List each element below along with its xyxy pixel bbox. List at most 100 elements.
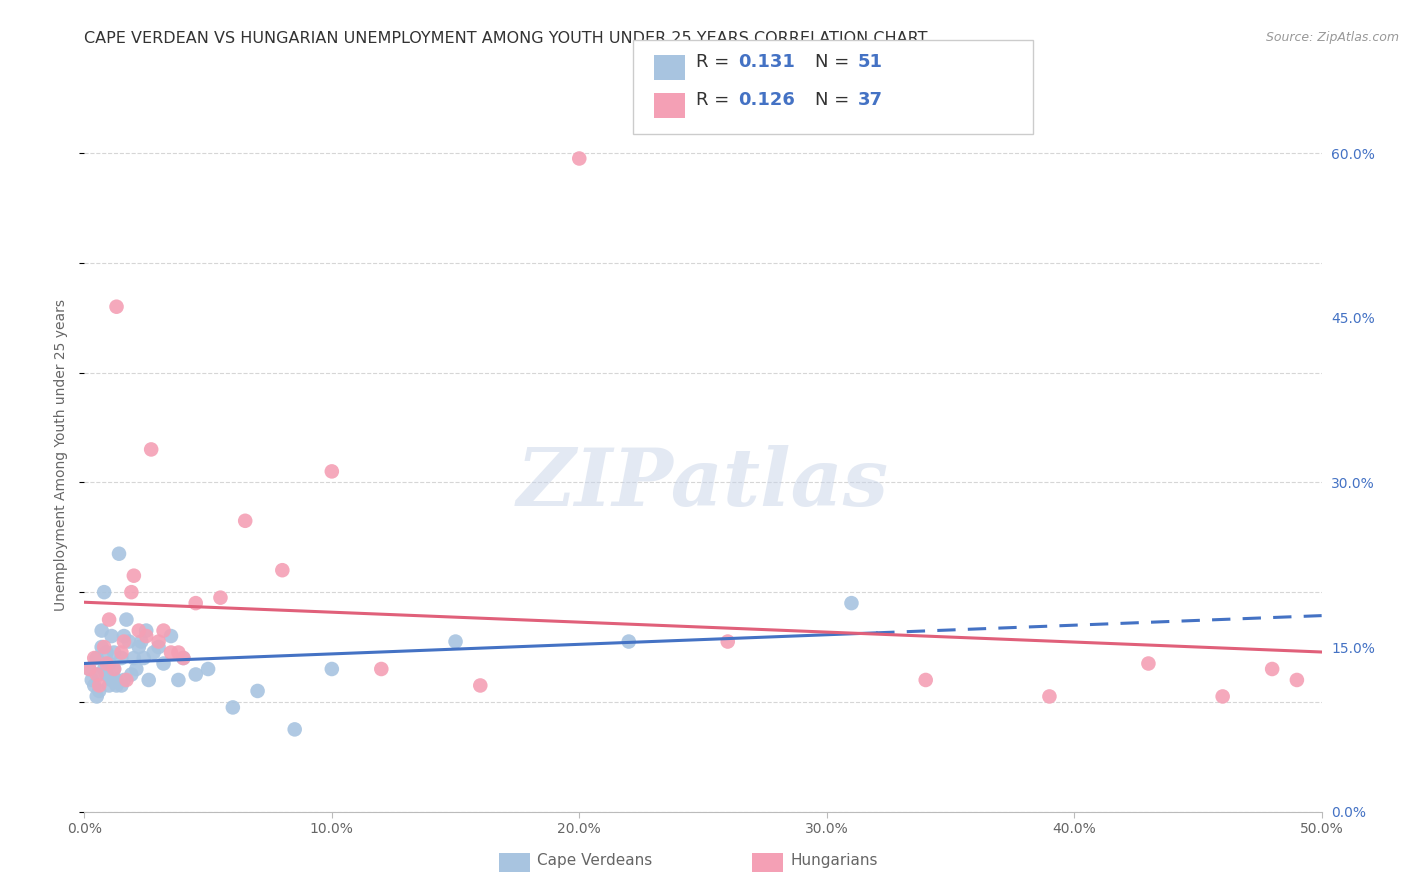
Text: R =: R = [696, 91, 735, 109]
Text: Cape Verdeans: Cape Verdeans [537, 854, 652, 868]
Point [470, 678, 492, 692]
Point [141, 442, 163, 457]
Point [617, 634, 640, 648]
Point [717, 634, 740, 648]
Point [120, 667, 142, 681]
Point [138, 673, 160, 687]
Point [142, 646, 165, 660]
Point [105, 673, 128, 687]
Point [89, 678, 111, 692]
Point [132, 651, 155, 665]
Point [103, 646, 125, 660]
Point [96, 657, 118, 671]
Point [172, 651, 194, 665]
Text: ZIPatlas: ZIPatlas [517, 445, 889, 522]
Point [105, 300, 128, 314]
Point [96, 667, 118, 681]
Point [79, 662, 101, 676]
Point [172, 651, 194, 665]
Point [108, 547, 131, 561]
Point [86, 667, 108, 681]
Point [284, 723, 307, 737]
Point [98, 657, 121, 671]
Point [93, 640, 115, 654]
Point [93, 662, 115, 676]
Point [160, 646, 183, 660]
Text: 0.131: 0.131 [738, 54, 794, 71]
Point [167, 646, 190, 660]
Text: 37: 37 [858, 91, 883, 109]
Point [105, 678, 128, 692]
Point [321, 662, 343, 676]
Text: CAPE VERDEAN VS HUNGARIAN UNEMPLOYMENT AMONG YOUTH UNDER 25 YEARS CORRELATION CH: CAPE VERDEAN VS HUNGARIAN UNEMPLOYMENT A… [84, 31, 928, 46]
Point [90, 624, 112, 638]
Point [98, 613, 121, 627]
Point [370, 662, 392, 676]
Point [110, 678, 132, 692]
Point [90, 640, 112, 654]
Point [110, 646, 132, 660]
Point [96, 646, 118, 660]
Point [83, 678, 105, 692]
Point [122, 651, 145, 665]
Point [444, 634, 467, 648]
Point [122, 568, 145, 582]
Point [115, 613, 138, 627]
Point [568, 152, 591, 166]
Point [79, 662, 101, 676]
Point [1038, 690, 1060, 704]
Point [1137, 657, 1160, 671]
Point [321, 464, 343, 478]
Point [222, 700, 245, 714]
Point [135, 624, 157, 638]
Point [128, 640, 150, 654]
Text: Hungarians: Hungarians [790, 854, 877, 868]
Text: 51: 51 [858, 54, 883, 71]
Point [152, 624, 174, 638]
Point [1285, 673, 1308, 687]
Text: N =: N = [815, 91, 855, 109]
Point [125, 662, 148, 676]
Point [80, 673, 103, 687]
Point [120, 585, 142, 599]
Text: 0.126: 0.126 [738, 91, 794, 109]
Point [152, 657, 174, 671]
Text: R =: R = [696, 54, 735, 71]
Point [233, 514, 256, 528]
Point [86, 651, 108, 665]
Point [184, 596, 207, 610]
Point [1212, 690, 1234, 704]
Point [129, 634, 152, 648]
Point [209, 591, 232, 605]
Y-axis label: Unemployment Among Youth under 25 years: Unemployment Among Youth under 25 years [55, 299, 69, 611]
Point [271, 563, 294, 577]
Point [112, 629, 135, 643]
Point [103, 662, 125, 676]
Point [1261, 662, 1284, 676]
Point [148, 634, 170, 648]
Point [167, 673, 190, 687]
Point [112, 634, 135, 648]
Point [115, 673, 138, 687]
Point [128, 624, 150, 638]
Point [100, 673, 122, 687]
Point [197, 662, 219, 676]
Point [112, 673, 135, 687]
Point [103, 662, 125, 676]
Point [86, 690, 108, 704]
Point [148, 640, 170, 654]
Point [841, 596, 863, 610]
Point [98, 678, 121, 692]
Text: Source: ZipAtlas.com: Source: ZipAtlas.com [1265, 31, 1399, 45]
Point [914, 673, 936, 687]
Point [93, 585, 115, 599]
Point [160, 629, 183, 643]
Point [184, 667, 207, 681]
Point [89, 684, 111, 698]
Point [135, 629, 157, 643]
Point [83, 651, 105, 665]
Point [246, 684, 269, 698]
Point [89, 667, 111, 681]
Point [110, 651, 132, 665]
Point [118, 634, 141, 648]
